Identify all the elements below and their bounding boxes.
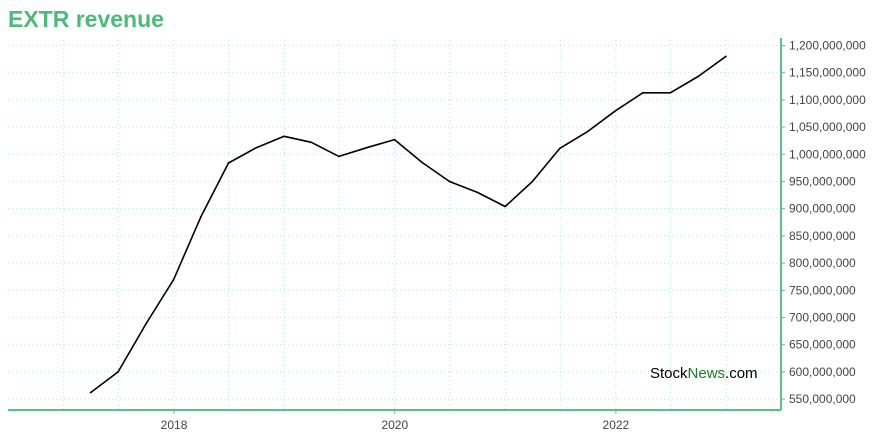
y-tick-label: 900,000,000 — [789, 202, 856, 216]
revenue-data-point — [476, 191, 479, 194]
y-tick-label: 750,000,000 — [789, 283, 856, 297]
revenue-series-line — [90, 55, 727, 394]
revenue-data-point — [338, 155, 340, 158]
revenue-data-point — [365, 146, 368, 149]
revenue-data-point — [586, 130, 589, 133]
y-tick-label: 700,000,000 — [789, 311, 856, 325]
y-tick-label: 650,000,000 — [789, 338, 856, 352]
watermark-com: .com — [725, 365, 758, 382]
revenue-data-point — [227, 162, 230, 164]
revenue-data-point — [89, 391, 92, 394]
revenue-data-point — [559, 147, 561, 150]
revenue-data-point — [310, 141, 313, 144]
revenue-data-point — [448, 180, 451, 183]
x-tick-label: 2018 — [161, 418, 188, 432]
revenue-data-point — [669, 91, 672, 94]
revenue-data-point — [614, 109, 617, 112]
revenue-data-point — [393, 138, 396, 141]
revenue-data-point — [117, 371, 119, 373]
revenue-data-point — [255, 146, 258, 149]
stocknews-watermark: StockNews.com — [650, 365, 758, 382]
y-tick-label: 1,200,000,000 — [789, 38, 866, 52]
y-tick-label: 600,000,000 — [789, 365, 856, 379]
watermark-stock: Stock — [650, 365, 688, 382]
revenue-data-point — [145, 323, 147, 325]
y-tick-label: 1,000,000,000 — [789, 147, 866, 161]
revenue-data-point — [504, 205, 506, 208]
y-tick-label: 550,000,000 — [789, 392, 856, 406]
revenue-data-point — [283, 135, 285, 138]
revenue-data-point — [641, 91, 644, 94]
y-tick-label: 1,100,000,000 — [789, 93, 866, 107]
y-tick-label: 1,150,000,000 — [789, 66, 866, 80]
y-tick-label: 800,000,000 — [789, 256, 856, 270]
y-tick-label: 850,000,000 — [789, 229, 856, 243]
revenue-data-point — [697, 75, 699, 78]
x-tick-label: 2020 — [381, 418, 408, 432]
chart-title: EXTR revenue — [8, 6, 164, 32]
revenue-data-point — [200, 216, 202, 218]
revenue-data-point — [725, 55, 727, 58]
revenue-data-point — [421, 161, 423, 164]
revenue-data-point — [531, 180, 534, 183]
y-tick-label: 950,000,000 — [789, 174, 856, 188]
watermark-news: News — [687, 365, 726, 382]
x-tick-label: 2022 — [603, 418, 630, 432]
y-tick-label: 1,050,000,000 — [789, 120, 866, 134]
revenue-data-point — [172, 278, 175, 281]
